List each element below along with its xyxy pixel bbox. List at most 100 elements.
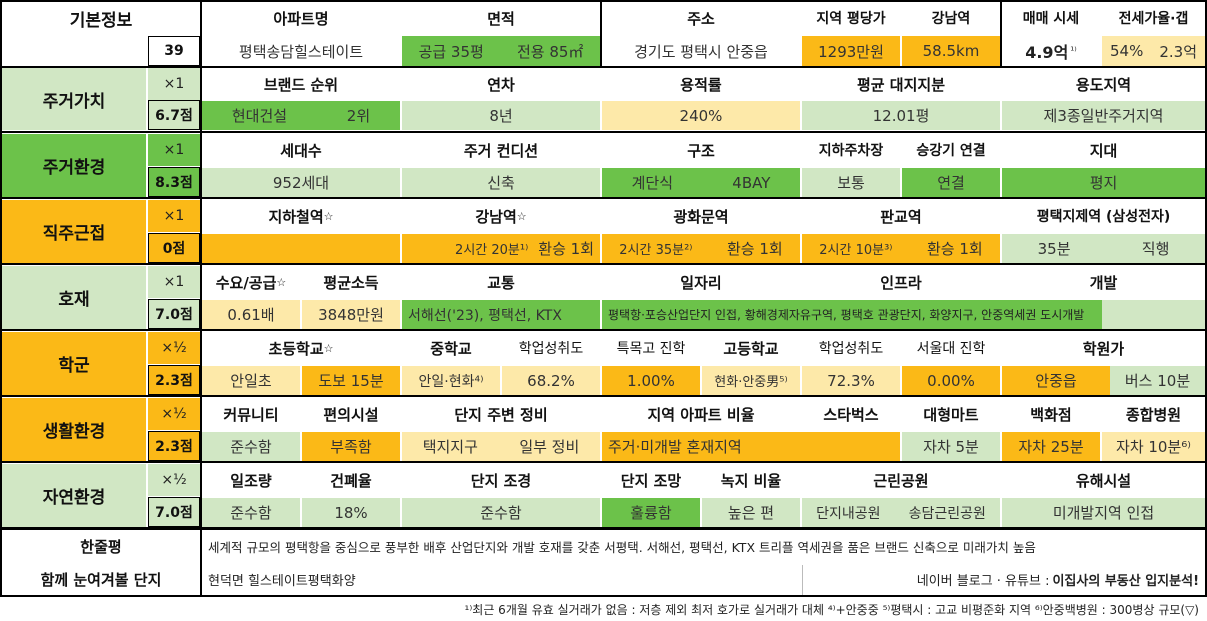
pangyo-commute: 2시간 10분³⁾ 환승 1회 xyxy=(802,234,1000,263)
apt-name: 평택송담힐스테이트 xyxy=(202,36,400,66)
header-elevator-link: 승강기 연결 xyxy=(902,134,1000,166)
landscape: 준수함 xyxy=(402,498,600,527)
header-land-share: 평균 대지지분 xyxy=(802,68,1000,100)
border-bottom xyxy=(0,595,1207,597)
park-inside: 단지내공원 xyxy=(816,505,881,522)
snu-admission-rate: 0.00% xyxy=(902,366,1000,395)
gwanghwamun-transfer: 환승 1회 xyxy=(727,240,783,258)
header-general-hospital: 종합병원 xyxy=(1102,398,1205,430)
special-school-rate: 1.00% xyxy=(602,366,700,395)
header-coverage: 건폐율 xyxy=(302,464,400,496)
header-large-mart: 대형마트 xyxy=(902,398,1000,430)
households: 952세대 xyxy=(202,168,400,197)
header-supply-demand-label: 수요/공급 xyxy=(215,273,277,292)
header-avg-income: 평균소득 xyxy=(302,266,400,298)
elevator-link: 연결 xyxy=(902,168,1000,197)
academy-area: 안중읍 xyxy=(1002,366,1110,395)
header-gangnam-distance: 강남역 xyxy=(902,2,1000,34)
header-green-ratio: 녹지 비율 xyxy=(702,464,800,496)
header-landscape: 단지 조경 xyxy=(402,464,600,496)
border-label-column xyxy=(200,0,202,597)
divider-basic-mid xyxy=(600,0,602,66)
brand-rank-cell: 현대건설 2위 xyxy=(202,101,400,130)
academy-bus-time: 버스 10분 xyxy=(1110,366,1205,395)
floor-area-ratio: 240% xyxy=(602,101,800,130)
star-icon: ☆ xyxy=(516,209,527,223)
area-value: 공급 35평 전용 85㎡ xyxy=(402,36,600,66)
channel-name: 이집사의 부동산 입지분석! xyxy=(1052,573,1199,589)
basic-number: 39 xyxy=(148,36,200,66)
living-env-multiplier: ×1 xyxy=(148,134,200,166)
elementary-school: 안일초 xyxy=(202,366,300,395)
border-right xyxy=(1205,0,1207,597)
condition: 신축 xyxy=(402,168,600,197)
life-env-label: 생활환경 xyxy=(2,398,146,461)
header-apartment-ratio: 지역 아파트 비율 xyxy=(602,398,800,430)
nature-label: 자연환경 xyxy=(2,464,146,527)
header-area: 면적 xyxy=(402,2,600,34)
life-env-multiplier: ×½ xyxy=(148,398,200,430)
living-value-label: 주거가치 xyxy=(2,68,146,130)
summary-text: 세계적 규모의 평택항을 중심으로 풍부한 배후 산업단지와 개발 호재를 갖춘… xyxy=(202,531,1205,561)
jeonse-ratio: 54% xyxy=(1110,42,1144,60)
nature-score: 7.0점 xyxy=(148,497,200,527)
green-ratio: 높은 편 xyxy=(702,498,800,527)
border-left xyxy=(0,0,2,597)
coverage: 18% xyxy=(302,498,400,527)
header-site-maintenance: 단지 주변 정비 xyxy=(402,398,600,430)
header-gangnam: 강남역 ☆ xyxy=(402,200,600,232)
maintenance-status: 일부 정비 xyxy=(519,438,580,456)
gap-amount: 2.3억 xyxy=(1159,42,1197,61)
hazard: 미개발지역 인접 xyxy=(1002,498,1205,527)
pangyo-time: 2시간 10분³⁾ xyxy=(819,243,893,258)
divider-row-6 xyxy=(0,395,1207,397)
apartment-ratio: 주거·미개발 혼재지역 xyxy=(602,432,900,461)
header-starbucks: 스타벅스 xyxy=(802,398,900,430)
divider-row-8 xyxy=(0,527,1207,530)
sale-price-note: ¹⁾ xyxy=(1070,45,1077,57)
header-middle: 중학교 xyxy=(402,332,500,364)
header-middle-achievement: 학업성취도 xyxy=(502,332,600,364)
header-underground-parking: 지하주차장 xyxy=(802,134,900,166)
gangnam-commute: 2시간 20분¹⁾ 환승 1회 xyxy=(402,234,600,263)
jeonse-cell: 54% 2.3억 xyxy=(1102,36,1205,66)
underground-parking: 보통 xyxy=(802,168,900,197)
pyeongtaek-time: 35분 xyxy=(1037,240,1071,258)
pyeongtaek-mode: 직행 xyxy=(1141,240,1170,258)
footnote: ¹⁾최근 6개월 유효 실거래가 없음 : 저층 제외 최저 호가로 실거래가 … xyxy=(464,602,1199,617)
view: 훌륭함 xyxy=(602,498,700,527)
address: 경기도 평택시 안중읍 xyxy=(602,36,800,66)
commute-label: 직주근접 xyxy=(2,200,146,263)
divider-row-1 xyxy=(0,66,1207,68)
star-icon: ☆ xyxy=(323,341,334,355)
header-condition: 주거 컨디션 xyxy=(402,134,600,166)
price-per-pyeong: 1293만원 xyxy=(802,36,900,66)
park-cell: 단지내공원 송담근린공원 xyxy=(802,498,1000,527)
commute-score: 0점 xyxy=(148,233,200,263)
star-icon: ☆ xyxy=(276,275,287,289)
related-complex: 현덕면 힐스테이트평택화양 xyxy=(202,563,802,595)
high-school: 현화·안중男⁵⁾ xyxy=(702,366,800,395)
structure-cell: 계단식 4BAY xyxy=(602,168,800,197)
sale-price: 4.9억 xyxy=(1025,43,1069,62)
site-type: 택지지구 xyxy=(422,438,478,456)
header-address: 주소 xyxy=(602,2,800,34)
supply-demand: 0.61배 xyxy=(202,300,300,329)
area-exclusive: 전용 85㎡ xyxy=(516,42,584,61)
community: 준수함 xyxy=(202,432,300,461)
header-jeonse-ratio: 전세가율·갭 xyxy=(1102,2,1205,34)
header-elementary: 초등학교 ☆ xyxy=(202,332,400,364)
gangnam-transfer: 환승 1회 xyxy=(538,240,594,258)
header-brand-rank: 브랜드 순위 xyxy=(202,68,400,100)
header-special-school: 특목고 진학 xyxy=(602,332,700,364)
basic-label: 기본정보 xyxy=(2,2,200,34)
subway-empty xyxy=(202,234,400,263)
living-value-score: 6.7점 xyxy=(148,100,200,130)
living-env-score: 8.3점 xyxy=(148,167,200,197)
living-env-label: 주거환경 xyxy=(2,134,146,197)
header-sunlight: 일조량 xyxy=(202,464,300,496)
header-community: 커뮤니티 xyxy=(202,398,300,430)
development-tail xyxy=(1102,300,1205,329)
sunlight: 준수함 xyxy=(202,498,300,527)
